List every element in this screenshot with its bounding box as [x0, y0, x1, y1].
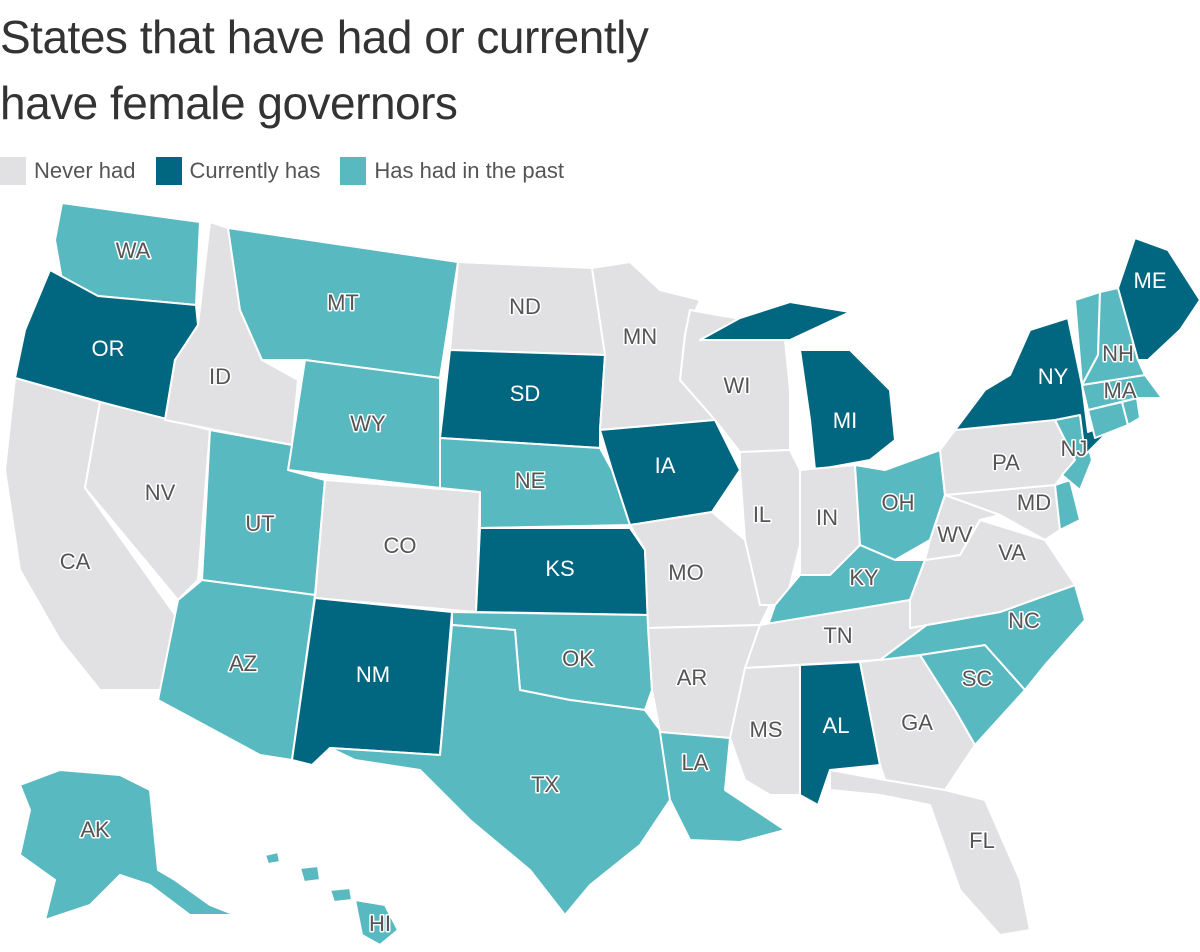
state-label-ms: MS — [750, 717, 783, 742]
state-label-va: VA — [998, 540, 1026, 565]
state-label-hi: HI — [369, 911, 391, 936]
state-label-mi: MI — [833, 408, 857, 433]
state-label-wv: WV — [937, 522, 973, 547]
state-label-ne: NE — [515, 468, 546, 493]
state-label-mo: MO — [668, 560, 703, 585]
state-label-la: LA — [682, 750, 709, 775]
state-label-ut: UT — [245, 511, 274, 536]
state-label-ok: OK — [562, 646, 594, 671]
state-label-tn: TN — [823, 623, 852, 648]
state-label-md: MD — [1017, 490, 1051, 515]
state-label-nd: ND — [509, 294, 541, 319]
state-label-az: AZ — [229, 651, 257, 676]
state-label-oh: OH — [882, 490, 915, 515]
state-label-sd: SD — [510, 381, 541, 406]
state-label-ar: AR — [677, 665, 708, 690]
state-ak — [20, 770, 235, 920]
state-label-mn: MN — [623, 324, 657, 349]
state-label-wi: WI — [724, 373, 751, 398]
state-label-or: OR — [92, 336, 125, 361]
state-label-nv: NV — [145, 480, 176, 505]
state-label-ak: AK — [80, 817, 110, 842]
state-label-co: CO — [384, 533, 417, 558]
state-label-wa: WA — [116, 238, 151, 263]
state-label-mt: MT — [327, 290, 359, 315]
state-label-wy: WY — [350, 411, 386, 436]
state-label-fl: FL — [969, 828, 995, 853]
state-label-ma: MA — [1104, 378, 1137, 403]
state-label-tx: TX — [531, 772, 559, 797]
state-label-ky: KY — [849, 565, 879, 590]
state-label-ia: IA — [655, 453, 676, 478]
state-label-il: IL — [753, 502, 771, 527]
state-label-nj: NJ — [1061, 436, 1088, 461]
state-label-id: ID — [209, 364, 231, 389]
state-label-nh: NH — [1102, 341, 1134, 366]
state-label-ks: KS — [545, 556, 574, 581]
state-fl — [830, 770, 1030, 935]
state-label-ca: CA — [60, 549, 91, 574]
state-label-sc: SC — [962, 666, 993, 691]
state-label-al: AL — [823, 713, 850, 738]
state-label-ny: NY — [1038, 364, 1069, 389]
state-label-ga: GA — [901, 710, 933, 735]
us-states-map: WA OR CA NV ID MT WY UT AZ CO NM ND SD N… — [0, 0, 1200, 952]
state-label-me: ME — [1134, 268, 1167, 293]
state-label-in: IN — [816, 505, 838, 530]
state-label-nc: NC — [1008, 608, 1040, 633]
state-label-nm: NM — [356, 662, 390, 687]
state-shapes — [5, 203, 1200, 945]
state-label-pa: PA — [992, 450, 1020, 475]
